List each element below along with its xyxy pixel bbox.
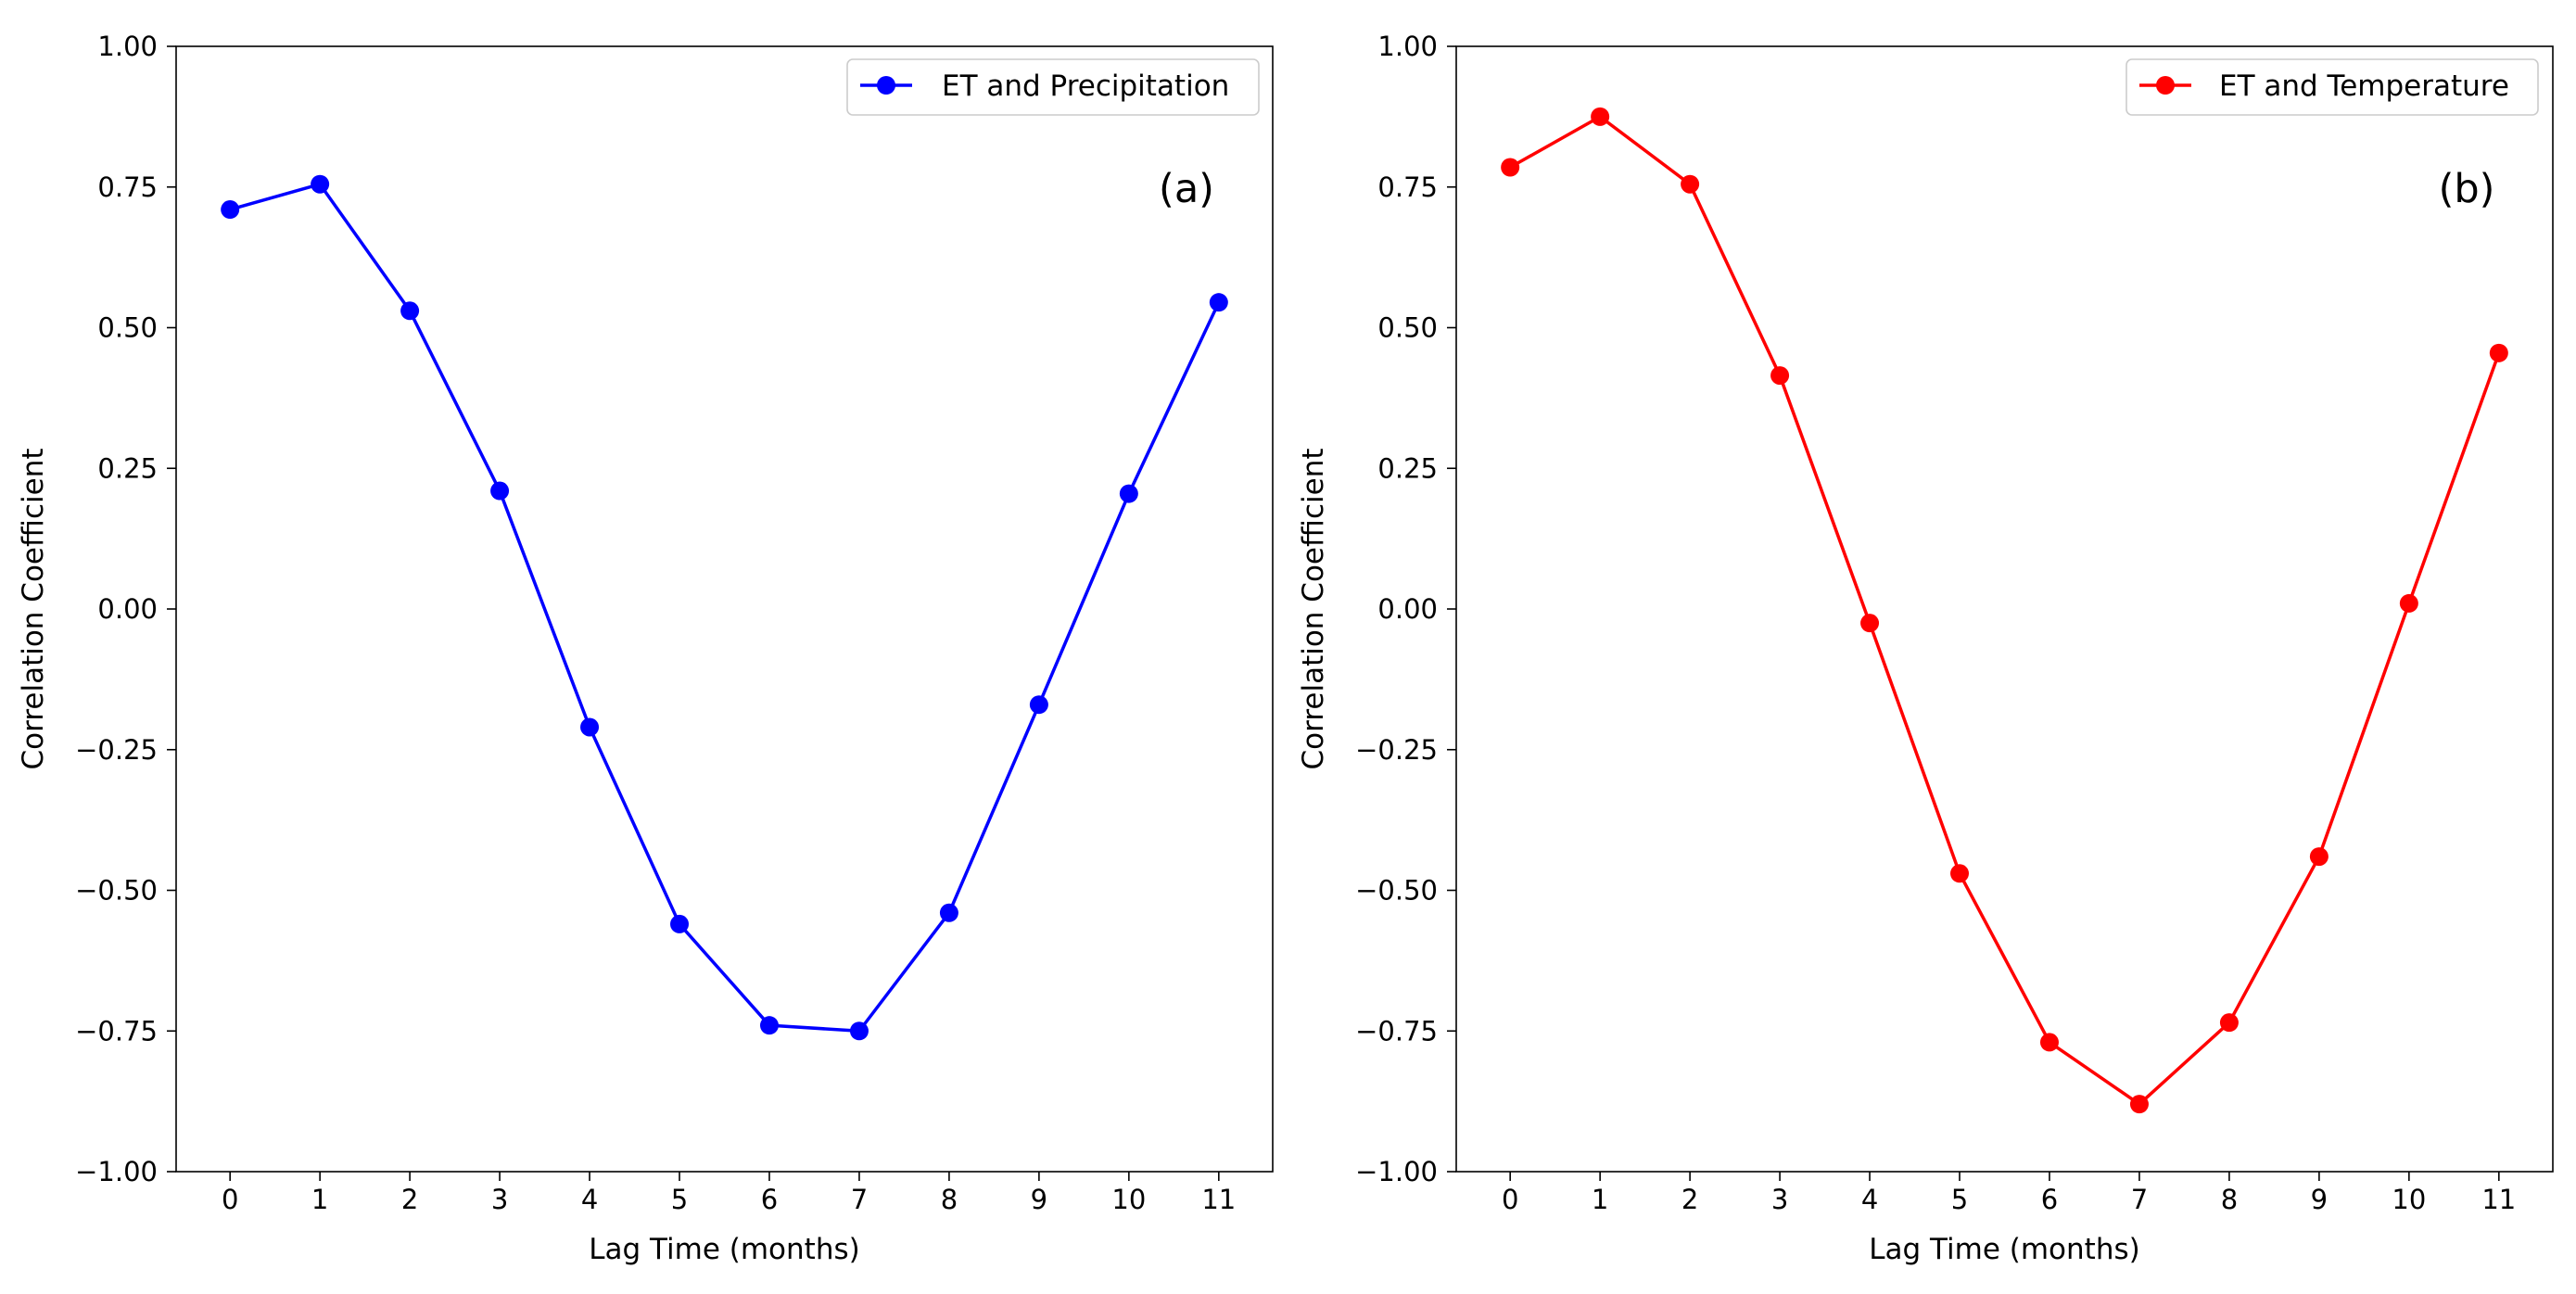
data-point-a-8 — [939, 903, 958, 922]
legend-marker-a — [877, 76, 895, 95]
y-tick-label-a-0: 1.00 — [97, 31, 158, 62]
x-tick-label-b-3: 3 — [1771, 1184, 1788, 1215]
y-tick-label-b-5: −0.25 — [1355, 734, 1438, 766]
data-point-a-0 — [221, 200, 240, 220]
data-point-b-5 — [1950, 864, 1970, 883]
x-tick-label-a-3: 3 — [491, 1184, 508, 1215]
data-point-a-1 — [311, 174, 330, 194]
data-point-b-1 — [1591, 107, 1610, 126]
y-tick-label-b-2: 0.50 — [1377, 312, 1438, 344]
x-tick-label-b-1: 1 — [1592, 1184, 1608, 1215]
x-tick-label-b-6: 6 — [2041, 1184, 2058, 1215]
data-point-b-6 — [2039, 1033, 2059, 1052]
x-tick-label-b-2: 2 — [1681, 1184, 1698, 1215]
y-tick-label-a-3: 0.25 — [97, 452, 158, 484]
legend-entry-a: ET and Precipitation — [942, 70, 1229, 103]
x-tick-label-a-0: 0 — [222, 1184, 238, 1215]
data-point-b-10 — [2399, 593, 2418, 613]
x-tick-label-a-2: 2 — [401, 1184, 418, 1215]
x-tick-label-b-7: 7 — [2131, 1184, 2148, 1215]
x-tick-label-a-8: 8 — [941, 1184, 958, 1215]
y-tick-label-b-4: 0.00 — [1377, 593, 1438, 625]
data-point-a-4 — [580, 717, 600, 737]
x-tick-label-b-4: 4 — [1861, 1184, 1878, 1215]
y-tick-label-a-8: −1.00 — [75, 1156, 158, 1187]
y-tick-label-a-7: −0.75 — [75, 1015, 158, 1047]
y-tick-label-a-6: −0.50 — [75, 875, 158, 907]
data-point-a-7 — [849, 1021, 869, 1041]
x-tick-label-b-11: 11 — [2481, 1184, 2516, 1215]
data-point-b-3 — [1770, 366, 1790, 386]
x-tick-label-a-10: 10 — [1111, 1184, 1146, 1215]
legend-box-a — [846, 58, 1260, 116]
data-point-a-6 — [759, 1016, 779, 1035]
data-point-a-3 — [490, 481, 510, 501]
data-point-a-9 — [1029, 695, 1048, 715]
data-point-b-0 — [1501, 158, 1520, 177]
y-tick-label-a-2: 0.50 — [97, 312, 158, 344]
y-axis-label-b: Correlation Coefficient — [1297, 449, 1330, 770]
x-tick-label-b-5: 5 — [1951, 1184, 1968, 1215]
data-point-a-10 — [1119, 484, 1138, 503]
x-tick-label-b-10: 10 — [2392, 1184, 2426, 1215]
x-tick-label-a-7: 7 — [851, 1184, 868, 1215]
y-axis-label-a: Correlation Coefficient — [17, 449, 50, 770]
x-axis-label-b: Lag Time (months) — [1869, 1233, 2139, 1266]
y-tick-label-b-7: −0.75 — [1355, 1015, 1438, 1047]
chart-panel-b: 0 1 2 3 4 5 6 7 8 9 10 11 1.00 0.75 0.50 0.25 0.00 −0.25 −… — [1297, 31, 2554, 1266]
data-point-a-11 — [1209, 293, 1228, 312]
panel-label-a: (a) — [1159, 166, 1214, 212]
data-point-b-4 — [1860, 614, 1880, 633]
x-tick-label-b-9: 9 — [2311, 1184, 2328, 1215]
data-point-b-11 — [2489, 343, 2508, 362]
y-tick-label-b-8: −1.00 — [1355, 1156, 1438, 1187]
x-tick-label-a-6: 6 — [761, 1184, 778, 1215]
series-line-b-0 — [1509, 115, 2501, 1106]
x-tick-label-a-5: 5 — [671, 1184, 688, 1215]
panel-label-b: (b) — [2439, 166, 2495, 212]
data-point-b-7 — [2129, 1095, 2149, 1114]
x-tick-label-b-0: 0 — [1502, 1184, 1518, 1215]
y-tick-label-a-5: −0.25 — [75, 734, 158, 766]
y-tick-label-b-3: 0.25 — [1377, 452, 1438, 484]
x-tick-label-a-11: 11 — [1201, 1184, 1236, 1215]
chart-panel-a: 0 1 2 3 4 5 6 7 8 9 10 11 1.00 0.75 0.50 0.25 0.00 −0.25 −… — [17, 31, 1274, 1266]
legend-entry-b: ET and Temperature — [2219, 70, 2509, 103]
data-point-b-8 — [2219, 1013, 2239, 1033]
legend-a: ET and Precipitation — [846, 58, 1260, 116]
y-tick-label-a-1: 0.75 — [97, 171, 158, 203]
legend-marker-b — [2156, 76, 2175, 95]
x-tick-label-a-4: 4 — [581, 1184, 598, 1215]
legend-box-b — [2126, 58, 2539, 116]
y-tick-label-b-1: 0.75 — [1377, 171, 1438, 203]
x-tick-label-b-8: 8 — [2221, 1184, 2238, 1215]
data-point-b-9 — [2309, 847, 2329, 867]
y-tick-label-b-6: −0.50 — [1355, 875, 1438, 907]
data-point-a-5 — [670, 914, 690, 933]
legend-b: ET and Temperature — [2126, 58, 2539, 116]
y-tick-label-a-4: 0.00 — [97, 593, 158, 625]
data-point-a-2 — [400, 301, 420, 321]
data-point-b-2 — [1681, 174, 1700, 194]
series-line-a-0 — [229, 182, 1221, 1033]
x-axis-label-a: Lag Time (months) — [589, 1233, 859, 1266]
x-tick-label-a-1: 1 — [311, 1184, 328, 1215]
x-tick-label-a-9: 9 — [1031, 1184, 1047, 1215]
y-tick-label-b-0: 1.00 — [1377, 31, 1438, 62]
